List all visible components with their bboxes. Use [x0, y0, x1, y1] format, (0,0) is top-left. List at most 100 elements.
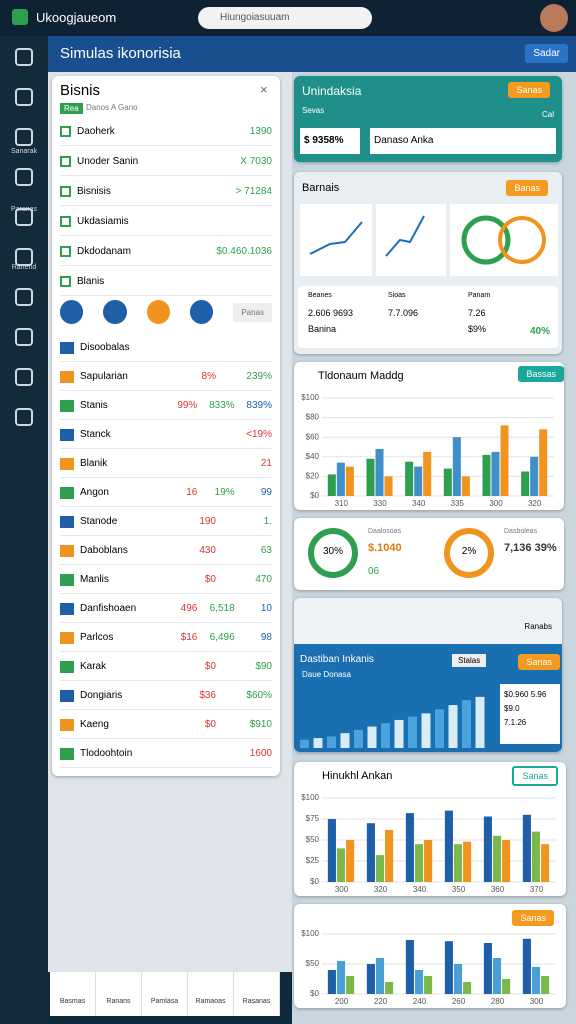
donut-center: 30%	[322, 546, 343, 557]
stat-text: 40%	[529, 326, 550, 337]
bottom-tab[interactable]: Rasanas	[234, 972, 280, 1016]
stat-label: Danaso Anka	[370, 128, 556, 154]
row-value: 833%	[209, 400, 235, 411]
nav-icon[interactable]	[15, 128, 33, 146]
bar	[405, 813, 414, 882]
chip[interactable]: Panas	[233, 302, 272, 322]
y-tick-label: $0	[310, 989, 319, 998]
bar	[444, 941, 453, 994]
menu-value: $0.460.1036	[216, 246, 272, 257]
bar	[463, 982, 472, 994]
chart-button[interactable]: Sanas	[512, 910, 554, 926]
bar	[423, 451, 432, 496]
row-icon	[60, 486, 74, 499]
bar	[531, 831, 541, 882]
list-panel: Bisnis × Rea Danos A Gano Daoherk 1390 Uno…	[52, 76, 280, 776]
y-tick-label: $20	[306, 472, 320, 481]
menu-label: Ukdasiamis	[77, 216, 129, 227]
menu-row[interactable]: Dkdodanam $0.460.1036	[60, 238, 272, 266]
bar	[375, 855, 385, 882]
row-value: $0	[204, 719, 216, 730]
stat-text: Beanes	[308, 292, 332, 299]
bottom-tab[interactable]: Basmas	[50, 972, 96, 1016]
data-row: Danfishoaen 496 6,518 10	[60, 595, 272, 623]
row-icon	[60, 631, 74, 644]
row-label: Angon	[80, 487, 109, 498]
bottom-tab[interactable]: Ranans	[96, 972, 142, 1016]
bar-chart: $0 $25 $50 $75 $100 300 320 340 350 360 370	[301, 793, 556, 894]
stat: $ 9358%	[300, 128, 360, 154]
card-tag: Sevas	[302, 106, 325, 115]
row-label: Stanis	[80, 400, 108, 411]
area-button[interactable]: Sanas	[518, 654, 560, 670]
bar	[522, 938, 531, 994]
address-bar[interactable]: Hiungoiasuuam	[198, 7, 372, 29]
app-header: Simulas ikonorisia Sadar	[48, 36, 576, 72]
bar	[336, 462, 345, 496]
nav-icon[interactable]	[15, 248, 33, 266]
chip-icon[interactable]	[146, 300, 170, 324]
nav-icon[interactable]	[15, 88, 33, 106]
data-row: Stanck <19%	[60, 421, 272, 449]
nav-icon[interactable]	[15, 288, 33, 306]
nav-icon[interactable]	[15, 408, 33, 426]
donut-label: 7,136 39%	[504, 542, 557, 554]
bar	[300, 739, 309, 748]
data-row: Stanode 190 1.	[60, 508, 272, 536]
x-tick-label: 340	[413, 885, 427, 894]
bottom-tab[interactable]: Pamlasa	[142, 972, 188, 1016]
menu-label: Unoder Sanin	[77, 156, 139, 167]
chip-icon[interactable]	[103, 300, 127, 324]
row-label: Daboblans	[80, 545, 128, 556]
chip-icon[interactable]	[60, 300, 84, 324]
row-value: 470	[255, 574, 272, 585]
menu-icon	[60, 126, 71, 137]
y-tick-label: $100	[301, 393, 319, 402]
row-icon	[60, 602, 74, 615]
nav-icon[interactable]	[15, 328, 33, 346]
nav-icon[interactable]	[15, 368, 33, 386]
app-title: Simulas ikonorisia	[60, 45, 181, 62]
bar	[366, 964, 375, 994]
browser-bar: Ukoogjaueom Hiungoiasuuam	[0, 0, 576, 36]
row-value: 99%	[177, 400, 198, 411]
nav-icon[interactable]	[15, 48, 33, 66]
menu-row[interactable]: Daoherk 1390	[60, 118, 272, 146]
chart-button[interactable]: Sanas	[512, 766, 558, 786]
toolbar-label[interactable]: Ranabs	[524, 622, 552, 631]
header-button[interactable]: Sadar	[525, 44, 568, 63]
x-tick-label: 350	[452, 885, 466, 894]
row-value: 1600	[249, 748, 272, 759]
bar	[475, 696, 485, 748]
row-label: Blanik	[80, 458, 108, 469]
area-stats: $0.960 5.96 $9.0 7.1.26	[500, 684, 560, 744]
chip-icon[interactable]	[189, 300, 214, 324]
tab-title[interactable]: Ukoogjaueom	[36, 10, 117, 25]
card-button[interactable]: Sanas	[508, 82, 550, 98]
bar	[491, 451, 500, 496]
bottom-tab[interactable]: Ramaoas	[188, 972, 234, 1016]
nav-icon[interactable]	[15, 168, 33, 186]
row-label: Dongiaris	[80, 690, 123, 701]
x-tick-label: 280	[491, 997, 505, 1006]
row-value: 16	[186, 487, 198, 498]
x-tick-label: 300	[335, 885, 349, 894]
area-chart	[300, 696, 485, 748]
area-card: Ranabs Dastiban Inkanis Daue Donasa Stal…	[294, 598, 562, 752]
nav-icon[interactable]	[15, 208, 33, 226]
close[interactable]: ×	[260, 82, 268, 97]
bar	[424, 840, 433, 882]
menu-row[interactable]: Bisnisis > 71284	[60, 178, 272, 206]
app-icon[interactable]	[12, 9, 28, 25]
bar	[541, 844, 550, 882]
menu-row[interactable]: Blanis	[60, 268, 272, 296]
data-row: Kaeng $0 $910	[60, 711, 272, 739]
card-button[interactable]: Banas	[506, 180, 548, 196]
menu-row[interactable]: Ukdasiamis	[60, 208, 272, 236]
x-tick-label: 320	[528, 499, 542, 508]
chart-button[interactable]: Bassas	[518, 366, 564, 382]
menu-row[interactable]: Unoder Sanin X 7030	[60, 148, 272, 176]
avatar[interactable]	[540, 4, 568, 32]
data-row: Karak $0 $90	[60, 653, 272, 681]
data-row: Dongiaris $36 $60%	[60, 682, 272, 710]
